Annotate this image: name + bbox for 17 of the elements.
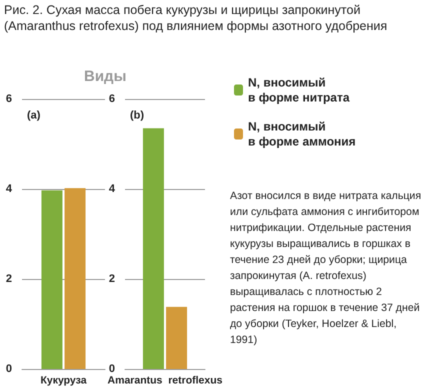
y-tick-label: 2 xyxy=(6,273,12,285)
y-tick-label: 6 xyxy=(6,93,12,105)
y-tick-label: 2 xyxy=(108,273,115,285)
y-tick-label: 4 xyxy=(108,183,116,195)
text: (a) xyxy=(27,110,41,122)
text: Азот вносился в виде нитрата кальция или сульфата аммония с ингибитором нитрификации. Отдельные растения кукурузы выращивались в горшках в течение 23 дней до уборки; щирица запрокинутая (A. retrofexus) выращивалась с плотностью 2 растения на горшок в течение 37 дней до уборки (Teyker, Hoelzer & Liebl, 1991) xyxy=(230,190,422,346)
y-tick-label: 4 xyxy=(6,183,13,195)
y-tick-label: 6 xyxy=(108,93,115,105)
text: (b) xyxy=(130,110,144,122)
text: Виды xyxy=(84,68,126,85)
text: Рис. 2. Сухая масса побега кукурузы и щирицы запрокинутой (Amaranthus retrofexus) под влиянием формы азотного удобрения xyxy=(4,2,388,34)
y-tick-label: 0 xyxy=(108,363,115,375)
legend-label: N, вносимый в форме аммония xyxy=(248,120,356,148)
legend-label: N, вносимый в форме нитрата xyxy=(248,76,350,104)
y-tick-label: 0 xyxy=(6,363,12,375)
x-tick-label: Кукуруза xyxy=(40,374,87,386)
x-tick-label: Amarantus retroflexus xyxy=(108,374,223,386)
